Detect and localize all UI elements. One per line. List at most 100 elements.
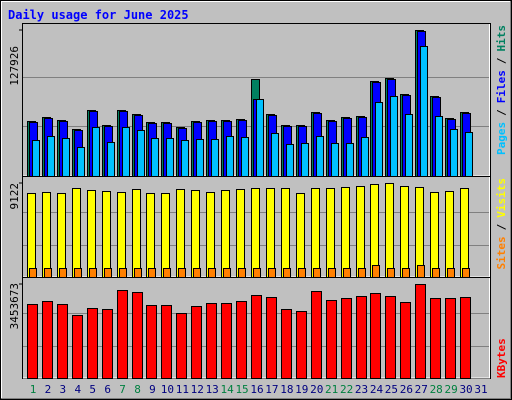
bar <box>268 268 276 278</box>
bar <box>356 296 367 379</box>
bar <box>266 297 277 379</box>
bar <box>104 268 112 278</box>
bar <box>400 186 409 278</box>
bar <box>253 268 261 278</box>
x-tick-label: 28 <box>430 383 443 396</box>
legend-separator: / <box>495 223 508 230</box>
bar <box>462 268 470 278</box>
bar <box>196 139 204 177</box>
legend-separator: / <box>495 109 508 116</box>
bar <box>358 268 366 278</box>
bar <box>417 265 425 278</box>
x-tick-label: 5 <box>89 383 96 396</box>
x-tick-label: 25 <box>385 383 398 396</box>
bar <box>191 306 202 379</box>
bar <box>57 193 66 278</box>
x-tick-label: 6 <box>104 383 111 396</box>
bar <box>447 268 455 278</box>
bar <box>226 136 234 177</box>
bar <box>72 315 83 379</box>
bar <box>161 193 170 278</box>
bar <box>301 143 309 177</box>
bar <box>430 298 441 379</box>
bar <box>221 303 232 379</box>
bar <box>370 293 381 379</box>
bar <box>163 268 171 278</box>
bar <box>59 268 67 278</box>
bar <box>420 46 428 177</box>
bar <box>208 268 216 278</box>
bar <box>27 304 38 379</box>
x-tick-label: 15 <box>235 383 248 396</box>
bar <box>236 189 245 278</box>
bar <box>271 133 279 177</box>
bar <box>87 308 98 379</box>
legend-entry: KBytes <box>495 338 508 378</box>
bar <box>102 191 111 278</box>
bar <box>117 290 128 379</box>
x-tick-label: 10 <box>161 383 174 396</box>
bar <box>161 305 172 379</box>
bar <box>296 193 305 278</box>
bar <box>117 192 126 278</box>
x-tick-label: 29 <box>445 383 458 396</box>
bar <box>356 186 365 278</box>
legend-entry: Files <box>495 70 508 103</box>
bar <box>460 297 471 379</box>
bar <box>311 291 322 379</box>
bar <box>311 188 320 278</box>
bar <box>211 139 219 177</box>
bar <box>27 193 36 278</box>
x-tick-label: 21 <box>325 383 338 396</box>
bar <box>223 268 231 278</box>
bar <box>343 268 351 278</box>
x-tick-label: 8 <box>134 383 141 396</box>
bar <box>119 268 127 278</box>
bar <box>47 136 55 177</box>
bar <box>42 301 53 379</box>
bar <box>107 142 115 177</box>
legend: Sites / Visits <box>495 178 508 270</box>
x-tick-label: 19 <box>295 383 308 396</box>
bar <box>206 303 217 379</box>
x-tick-label: 22 <box>340 383 353 396</box>
x-tick-label: 18 <box>280 383 293 396</box>
bar <box>400 302 411 379</box>
bar <box>42 192 51 278</box>
bar <box>430 192 439 278</box>
bar <box>435 116 443 177</box>
bar <box>375 102 383 177</box>
bar <box>402 268 410 278</box>
bar <box>87 190 96 278</box>
bar <box>390 96 398 177</box>
bar <box>370 184 379 278</box>
bar <box>191 190 200 278</box>
bar <box>266 188 275 278</box>
legend: KBytes <box>495 338 508 378</box>
bar <box>251 188 260 278</box>
x-tick-label: 31 <box>474 383 487 396</box>
x-tick-label: 13 <box>206 383 219 396</box>
bar <box>432 268 440 278</box>
x-tick-label: 1 <box>30 383 37 396</box>
bar <box>281 309 292 379</box>
bar <box>132 189 141 278</box>
y-tick-label: 127926 <box>8 46 21 86</box>
bar <box>166 138 174 177</box>
bar <box>331 143 339 177</box>
legend-entry: Hits <box>495 25 508 52</box>
bar <box>62 138 70 177</box>
bar <box>385 183 394 278</box>
bar <box>296 311 307 379</box>
bar <box>32 140 40 177</box>
x-tick-label: 30 <box>459 383 472 396</box>
bar <box>134 268 142 278</box>
bar <box>77 147 85 177</box>
bar <box>148 268 156 278</box>
x-tick-label: 11 <box>176 383 189 396</box>
chart-title: Daily usage for June 2025 <box>8 8 189 22</box>
bar <box>281 188 290 278</box>
bar <box>326 300 337 379</box>
bar <box>286 144 294 177</box>
bar <box>29 268 37 278</box>
